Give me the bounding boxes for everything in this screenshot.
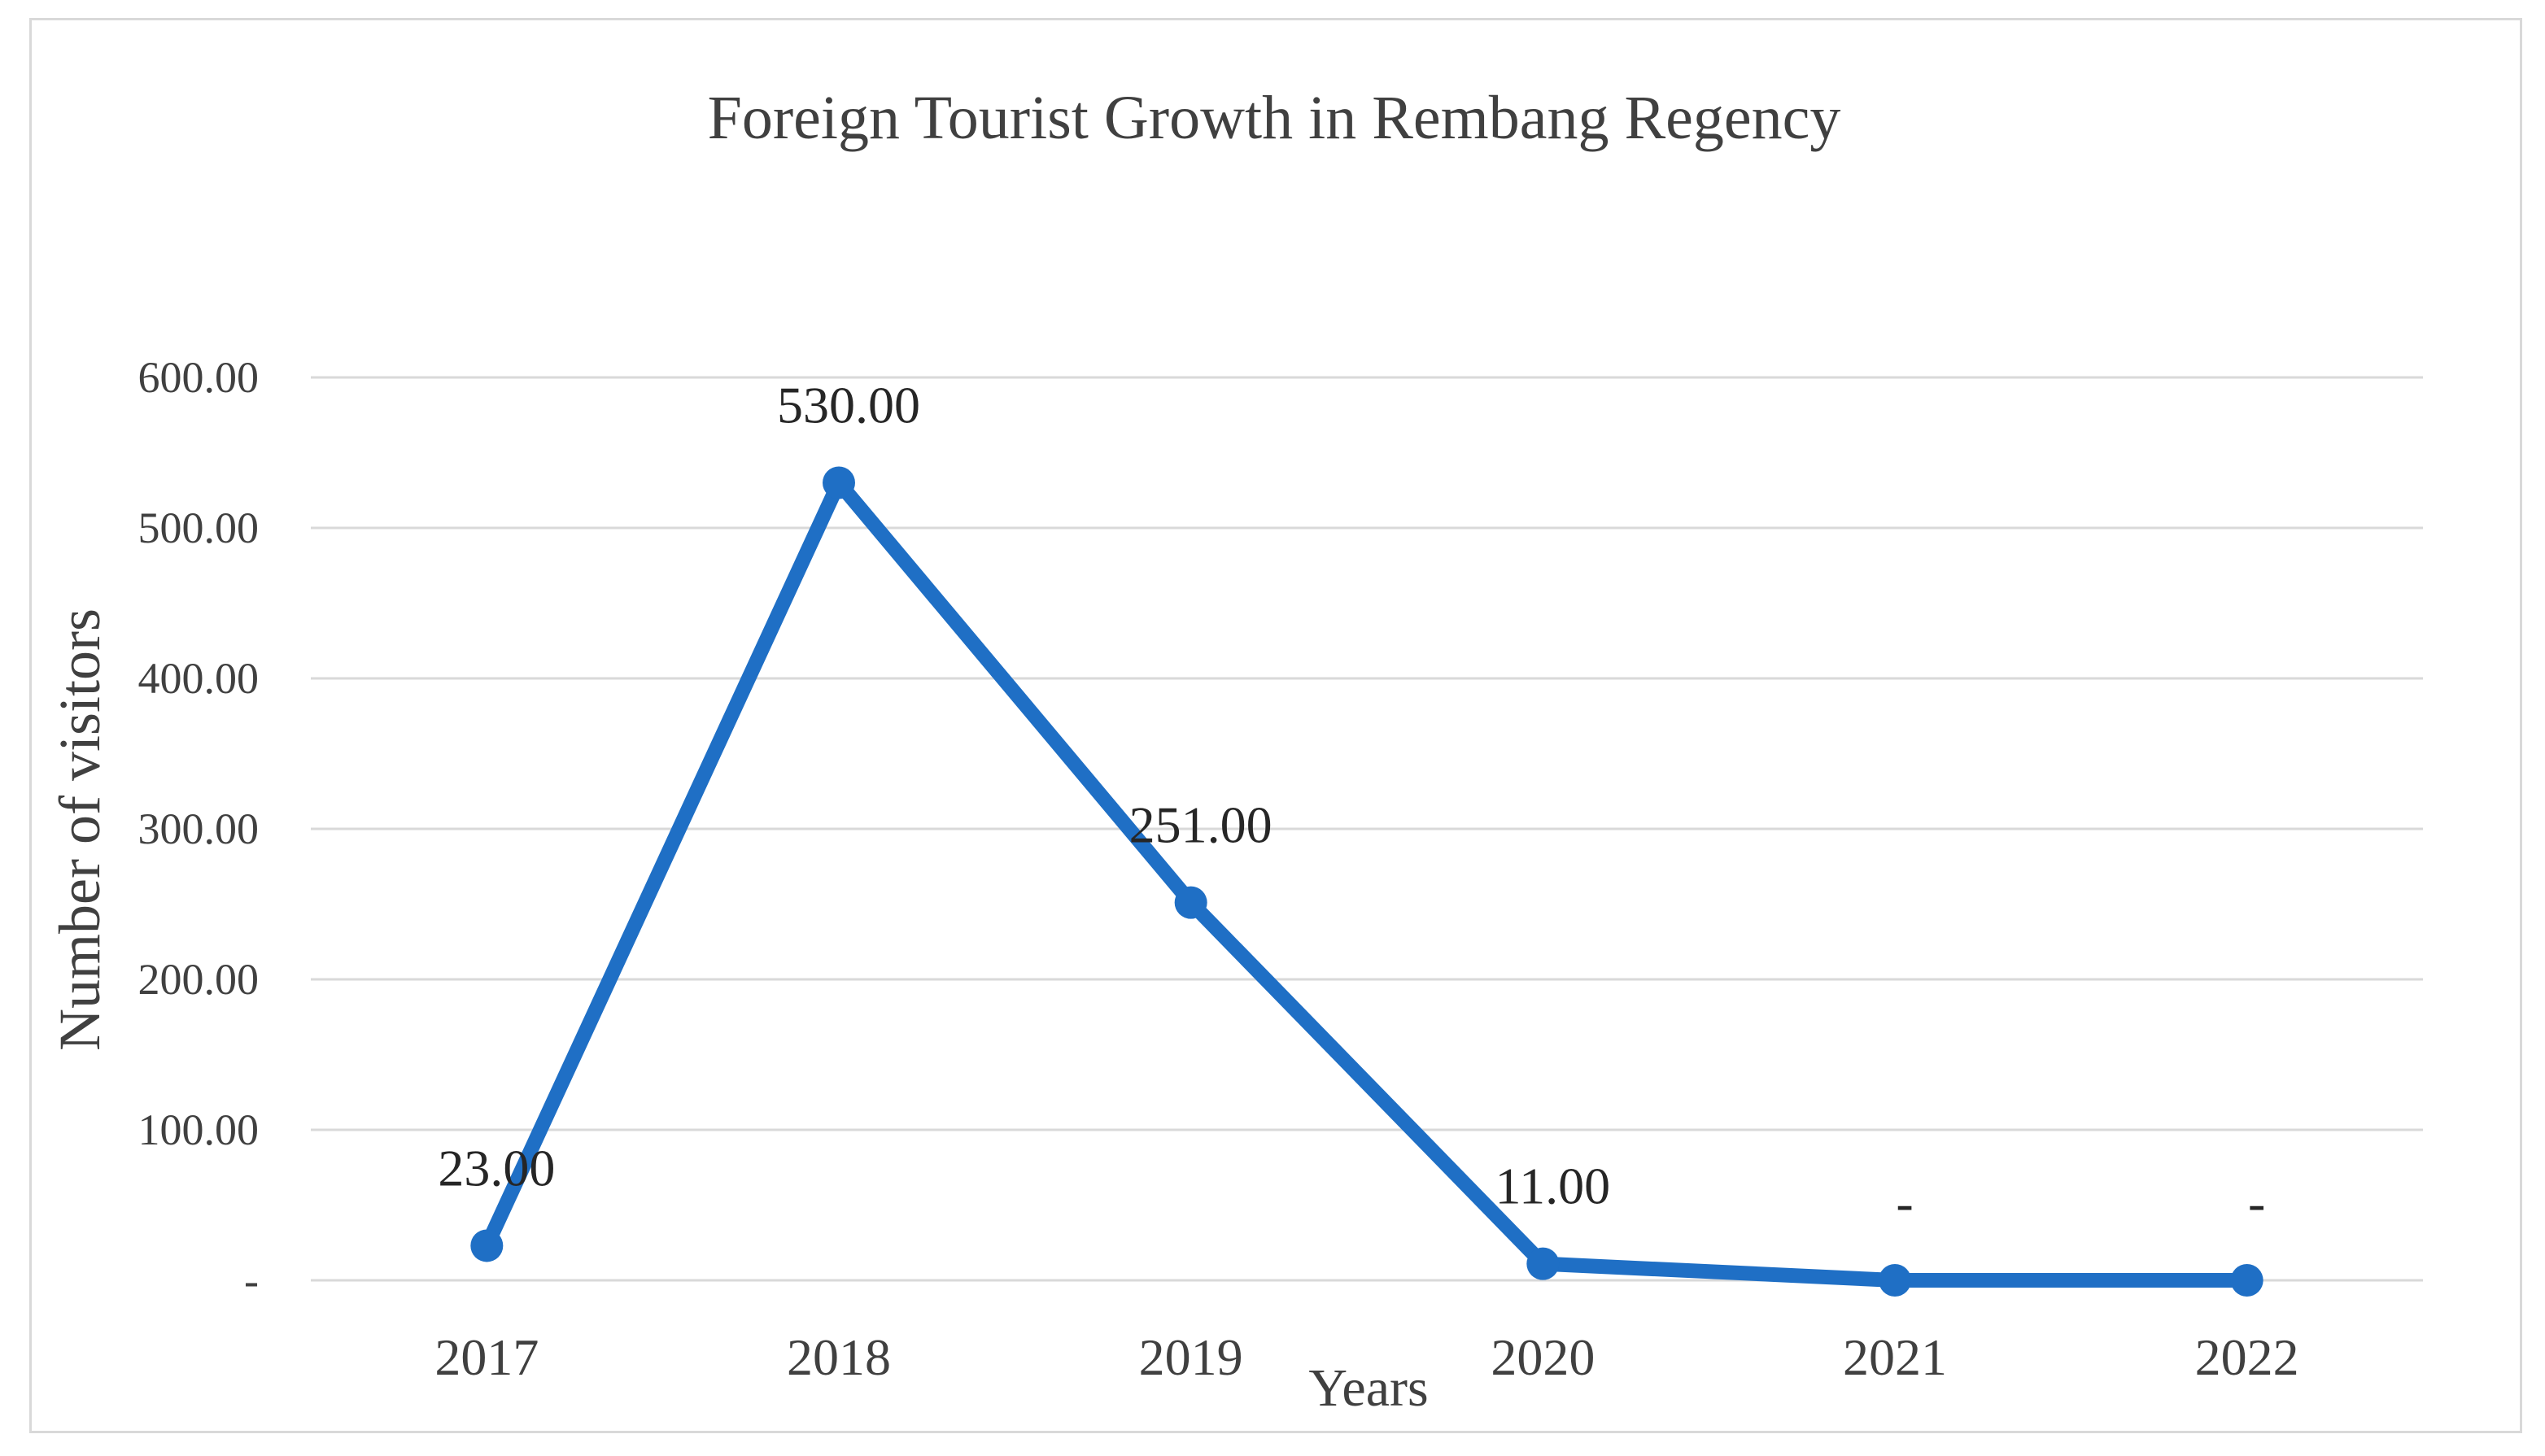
x-tick-label: 2019 [1139,1328,1243,1386]
data-labels: 23.00 530.00 251.00 11.00 - - [438,377,2265,1232]
y-axis-title: Number of visitors [47,608,112,1051]
y-tick-label: - [244,1256,259,1305]
data-label: 11.00 [1495,1157,1611,1215]
x-tick-label: 2020 [1491,1328,1595,1386]
data-label: 530.00 [777,377,920,434]
y-tick-label: 100.00 [138,1105,260,1154]
series [470,466,2263,1297]
data-point [823,466,855,499]
data-label: 23.00 [438,1139,555,1197]
data-point [1879,1264,1911,1297]
gridlines [311,376,2423,1282]
y-tick-label: 300.00 [138,804,260,853]
data-point [1526,1247,1560,1280]
chart-title: Foreign Tourist Growth in Rembang Regenc… [708,84,1841,152]
data-point [1174,886,1207,919]
x-axis-ticks: 2017 2018 2019 2020 2021 2022 [434,1328,2298,1386]
y-tick-label: 600.00 [138,353,260,402]
series-line [479,475,2255,1288]
data-label: 251.00 [1129,796,1272,854]
data-point [470,1229,504,1262]
data-label: - [1896,1174,1913,1231]
y-tick-label: 500.00 [138,503,260,552]
x-axis-title: Years [1308,1358,1428,1418]
chart-frame [29,18,2522,1433]
data-label: - [2248,1174,2265,1231]
y-tick-label: 200.00 [138,955,260,1004]
x-tick-label: 2017 [434,1328,539,1386]
data-point [2230,1264,2263,1297]
y-axis-ticks: - 100.00 200.00 300.00 400.00 500.00 600.00 [138,353,260,1305]
y-tick-label: 400.00 [138,654,260,703]
x-tick-label: 2021 [1843,1328,1947,1386]
x-tick-label: 2018 [787,1328,891,1386]
x-tick-label: 2022 [2195,1328,2299,1386]
